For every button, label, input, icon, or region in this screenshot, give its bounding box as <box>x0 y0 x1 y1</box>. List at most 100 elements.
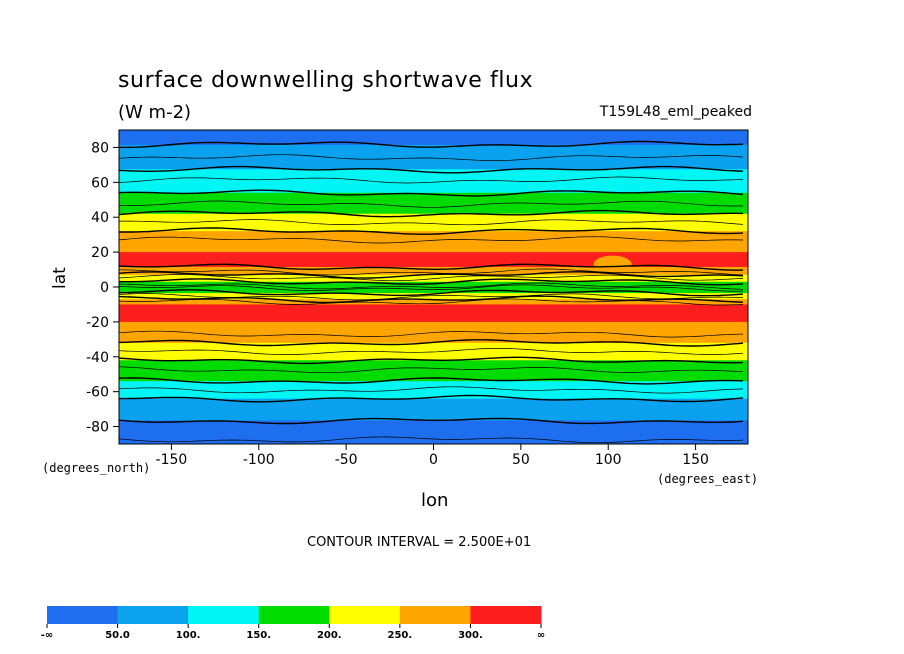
heatmap-band <box>119 291 748 293</box>
heatmap-band <box>119 330 748 333</box>
heatmap-band <box>119 207 748 210</box>
heatmap-band <box>119 195 748 197</box>
heatmap-band <box>119 192 748 195</box>
colorbar-swatch <box>258 606 330 624</box>
heatmap-band <box>119 393 748 395</box>
contour-line <box>119 282 744 290</box>
heatmap-band <box>119 236 748 238</box>
heatmap-band <box>119 244 748 246</box>
heatmap-band <box>119 263 748 265</box>
heatmap-band <box>119 143 748 146</box>
heatmap-band <box>119 315 748 318</box>
experiment-label: T159L48_eml_peaked <box>599 104 752 120</box>
heatmap-band <box>119 136 748 138</box>
contour-line <box>119 263 744 271</box>
heatmap-band <box>119 174 748 176</box>
heatmap-band <box>119 369 748 372</box>
heatmap-band <box>119 267 748 270</box>
heatmap-band <box>119 287 748 290</box>
heatmap-band <box>119 423 748 425</box>
heatmap-band <box>119 372 748 374</box>
heatmap-band <box>119 310 748 313</box>
heatmap-band <box>119 345 748 347</box>
heatmap-band <box>119 416 748 419</box>
heatmap-band <box>119 198 748 200</box>
heatmap-band <box>119 149 748 151</box>
heatmap-band <box>119 169 748 171</box>
heatmap-band <box>119 307 748 310</box>
x-tick-label: 100 <box>595 452 622 468</box>
heatmap-band <box>119 425 748 428</box>
heatmap-band <box>119 356 748 359</box>
heatmap-band <box>119 327 748 330</box>
contour-line <box>119 293 744 301</box>
heatmap-band <box>119 406 748 408</box>
contour-line <box>119 154 744 161</box>
heatmap-band <box>119 323 748 326</box>
x-tick-label: -100 <box>243 452 275 468</box>
heatmap-band <box>119 403 748 406</box>
heatmap-band <box>119 379 748 381</box>
heatmap-band <box>119 328 748 331</box>
heatmap-band <box>119 317 748 319</box>
heatmap-band <box>119 352 748 354</box>
colorbar-label: ∞ <box>537 630 545 641</box>
heatmap-band <box>119 173 748 176</box>
heatmap-band <box>119 314 748 316</box>
heatmap-band <box>119 442 748 444</box>
heatmap-band <box>119 205 748 208</box>
y-tick-label: 80 <box>91 140 109 156</box>
heatmap-band <box>119 400 748 402</box>
heatmap-band <box>119 151 748 154</box>
heatmap-band <box>119 155 748 157</box>
heatmap-band <box>119 350 748 353</box>
heatmap-band <box>119 280 748 282</box>
heatmap-band <box>119 409 748 411</box>
heatmap-band <box>119 427 748 429</box>
heatmap-band <box>119 304 748 306</box>
heatmap-band <box>119 414 748 416</box>
heatmap-band <box>119 438 748 441</box>
heatmap-band <box>119 279 748 281</box>
heatmap-band <box>119 194 748 197</box>
heatmap-band <box>119 303 748 306</box>
colorbar-swatch <box>188 606 260 624</box>
y-tick-label: -80 <box>86 420 109 436</box>
heatmap-band <box>119 250 748 252</box>
heatmap-band <box>119 191 748 194</box>
heatmap-band <box>119 143 748 145</box>
heatmap-band <box>119 305 748 307</box>
heatmap-band <box>119 229 748 231</box>
heatmap-band <box>119 222 748 224</box>
heatmap-band <box>119 253 748 256</box>
contour-line <box>119 417 744 425</box>
heatmap-band <box>119 210 748 212</box>
heatmap-band <box>119 154 748 156</box>
heatmap-band <box>119 441 748 443</box>
heatmap-band <box>119 319 748 321</box>
contour-line <box>119 339 744 347</box>
colorbar-swatch <box>399 606 471 624</box>
heatmap-band <box>119 321 748 323</box>
heatmap-band <box>119 137 748 140</box>
heatmap-band <box>119 211 748 214</box>
heatmap-band <box>119 226 748 229</box>
heatmap-band <box>119 188 748 190</box>
heatmap-band <box>119 148 748 150</box>
heatmap-band <box>119 246 748 249</box>
heatmap-band <box>119 235 748 238</box>
colorbar-legend: -∞ 50.0 100. 150. 200. 250. 300. ∞ <box>41 606 545 641</box>
heatmap-band <box>119 389 748 391</box>
heatmap-band <box>119 238 748 240</box>
heatmap-band <box>119 212 748 215</box>
heatmap-band <box>119 366 748 368</box>
heatmap-band <box>119 374 748 376</box>
heatmap-band <box>119 410 748 413</box>
heatmap-band <box>119 324 748 326</box>
heatmap-band <box>119 175 748 177</box>
heatmap-band <box>119 325 748 327</box>
heatmap-band <box>119 321 748 324</box>
heatmap-band <box>119 261 748 264</box>
heatmap-band <box>119 141 748 143</box>
heatmap-band <box>119 365 748 367</box>
